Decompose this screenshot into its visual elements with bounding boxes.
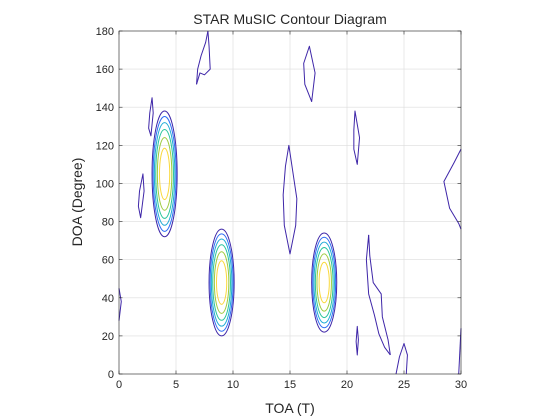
- peak-1-contour-level-4: [155, 128, 174, 219]
- minor-contour-line: [395, 343, 408, 375]
- peak-3-contour-level-1: [311, 232, 338, 333]
- y-tick-label: 20: [102, 331, 114, 343]
- minor-contour-line: [443, 148, 462, 230]
- y-tick-label: 80: [102, 217, 114, 229]
- x-tick-label: 0: [116, 379, 122, 391]
- x-tick-label: 25: [398, 379, 410, 391]
- peak-3-contour-level-6: [318, 261, 330, 304]
- peak-1-contour-level-6: [158, 147, 171, 201]
- y-tick-label: 100: [96, 178, 114, 190]
- peak-1-contour-level-3: [153, 122, 176, 226]
- x-tick-label: 5: [173, 379, 179, 391]
- minor-contour-line: [353, 110, 361, 165]
- x-tick-label: 15: [284, 379, 296, 391]
- y-tick-label: 160: [96, 64, 114, 76]
- minor-contour-line: [196, 30, 211, 85]
- peak-2-contour-level-6: [215, 260, 228, 305]
- minor-contour-line: [365, 234, 391, 356]
- chart-title: STAR MuSIC Contour Diagram: [193, 11, 386, 27]
- peak-1-contour-level-2: [152, 116, 177, 232]
- peak-1-contour-level-5: [156, 137, 173, 211]
- x-tick-label: 30: [455, 379, 467, 391]
- peak-1-contour-level-1: [151, 110, 178, 238]
- y-tick-label: 40: [102, 293, 114, 305]
- y-axis-label: DOA (Degree): [69, 158, 85, 247]
- y-tick-label: 140: [96, 102, 114, 114]
- contour-lines: [118, 30, 462, 375]
- y-tick-label: 60: [102, 255, 114, 267]
- minor-contour-line: [196, 30, 209, 85]
- peak-2-contour-level-1: [208, 228, 235, 337]
- peak-2-contour-level-4: [212, 244, 231, 321]
- x-tick-label: 20: [341, 379, 353, 391]
- peak-3-contour-level-2: [312, 236, 337, 329]
- minor-contour-line: [303, 45, 316, 103]
- y-tick-label: 0: [108, 369, 114, 381]
- peak-3-contour-level-5: [316, 253, 332, 312]
- y-tick-label: 120: [96, 140, 114, 152]
- peak-2-contour-level-2: [209, 233, 234, 332]
- minor-contour-line: [148, 97, 154, 137]
- minor-contour-line: [355, 325, 359, 356]
- minor-contour-line: [282, 144, 298, 255]
- peak-3-contour-level-3: [313, 241, 335, 324]
- peak-3-contour-level-4: [314, 247, 334, 319]
- axis-ticks: 0 5 10 15 20 25 30 0 20 40 60 80 100 120 140 160 180: [96, 26, 467, 391]
- minor-contour-line: [137, 173, 145, 219]
- minor-contour-line: [368, 234, 391, 356]
- x-axis-label: TOA (T): [265, 400, 315, 416]
- peak-2-contour-level-5: [213, 251, 230, 314]
- minor-contour-line: [118, 288, 122, 321]
- x-tick-label: 10: [227, 379, 239, 391]
- peak-2-contour-level-3: [210, 238, 233, 327]
- y-tick-label: 180: [96, 26, 114, 38]
